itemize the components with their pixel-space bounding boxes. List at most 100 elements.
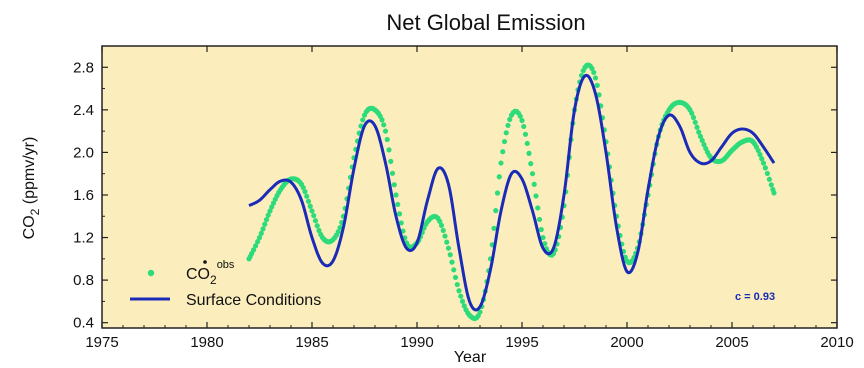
- co2-obs-point: [309, 208, 315, 214]
- legend-label-surface-conditions: Surface Conditions: [186, 292, 321, 309]
- co2-obs-point: [440, 227, 446, 234]
- co2-obs-point: [262, 221, 268, 227]
- y-tick-label-0.8: 0.8: [73, 272, 94, 289]
- co2-obs-point: [386, 147, 392, 153]
- co2-obs-point: [517, 113, 523, 119]
- co2-obs-point: [766, 176, 773, 182]
- plot-background: [101, 45, 838, 329]
- legend-label-co2-obs: CO2obs: [186, 259, 235, 287]
- co2-obs-point: [757, 151, 763, 158]
- co2-obs-point: [689, 110, 695, 116]
- co2-obs-point: [507, 116, 513, 123]
- co2-obs-point: [269, 204, 275, 210]
- y-axis-title-units: (ppmv/yr): [21, 137, 38, 209]
- x-axis-ticks: 1975 1980 1985 1990 1995 2000 2005 2010: [85, 46, 854, 351]
- co2-obs-point: [764, 170, 770, 177]
- co2-obs-point: [451, 267, 457, 273]
- x-tick-label-1985: 1985: [295, 334, 328, 351]
- co2-obs-point: [491, 225, 497, 231]
- co2-obs-point: [760, 160, 767, 166]
- co2-obs-point: [692, 119, 698, 125]
- co2-obs-point: [536, 216, 543, 223]
- co2-obs-point: [526, 150, 532, 156]
- y-axis-title-main: CO: [21, 215, 38, 239]
- co2-obs-point: [307, 203, 313, 209]
- co2-obs-point: [459, 298, 466, 304]
- co2-obs-point: [335, 229, 341, 235]
- co2-obs-point: [696, 129, 702, 135]
- co2-obs-point: [529, 171, 536, 177]
- co2-obs-point: [305, 198, 312, 204]
- y-tick-label-2.8: 2.8: [73, 59, 94, 76]
- y-axis-ticks: 0.4 0.8 1.2 1.6 2.0 2.4 2.8: [73, 59, 837, 332]
- co2-obs-point: [398, 220, 404, 226]
- x-tick-label-2010: 2010: [820, 334, 853, 351]
- co2-obs-point: [263, 217, 270, 223]
- legend-label-co2-obs-sub: 2: [210, 273, 217, 287]
- co2-obs-point: [391, 182, 397, 188]
- co2-obs-point: [498, 160, 504, 166]
- co2-obs-point: [594, 82, 600, 88]
- y-tick-label-2.0: 2.0: [73, 144, 94, 161]
- co2-obs-point: [393, 192, 399, 198]
- co2-obs-point: [533, 193, 539, 199]
- co2-obs-point: [250, 247, 257, 253]
- x-axis-title: Year: [454, 349, 487, 366]
- co2-obs-point: [311, 213, 317, 219]
- co2-obs-point: [519, 117, 525, 124]
- legend-label-co2-obs-sup: obs: [217, 259, 235, 271]
- co2-obs-point: [381, 122, 387, 128]
- co2-obs-point: [531, 181, 537, 187]
- co2-obs-point: [694, 124, 700, 130]
- y-axis-title: CO2 (ppmv/yr): [21, 137, 42, 240]
- x-tick-label-1975: 1975: [85, 334, 118, 351]
- co2-obs-point: [591, 69, 597, 76]
- co2-obs-point: [437, 218, 443, 224]
- co2-obs-point: [300, 184, 306, 191]
- co2-obs-point: [379, 117, 385, 123]
- x-tick-label-1990: 1990: [400, 334, 433, 351]
- x-tick-label-2005: 2005: [715, 334, 748, 351]
- co2-obs-point: [505, 122, 511, 129]
- co2-obs-point: [395, 201, 401, 208]
- co2-obs-point: [452, 274, 459, 281]
- co2-obs-point: [699, 137, 705, 144]
- co2-obs-point: [697, 133, 704, 140]
- co2-obs-point: [524, 140, 530, 147]
- co2-obs-point: [444, 239, 450, 245]
- co2-obs-point: [496, 174, 502, 180]
- co2-obs-point: [256, 234, 263, 241]
- co2-obs-point: [768, 182, 774, 188]
- co2-obs-point: [493, 208, 499, 214]
- co2-obs-point: [521, 123, 527, 130]
- co2-obs-point: [438, 222, 445, 229]
- y-tick-label-2.4: 2.4: [73, 102, 94, 119]
- co2-obs-point: [302, 189, 308, 195]
- co2-obs-point: [503, 130, 509, 136]
- co2-obs-point: [447, 252, 453, 258]
- co2-obs-point: [316, 227, 322, 234]
- co2-obs-point: [337, 225, 343, 231]
- series-surface-conditions-line: [248, 73, 776, 312]
- co2-obs-point: [458, 293, 464, 299]
- co2-obs-point: [538, 226, 544, 233]
- co2-obs-point: [477, 309, 483, 315]
- co2-obs-point: [388, 158, 394, 164]
- co2-obs-point: [589, 65, 595, 72]
- legend-small-dot: [203, 260, 207, 264]
- co2-obs-point: [384, 136, 390, 143]
- co2-obs-point: [522, 131, 529, 137]
- co2-obs-point: [312, 218, 319, 224]
- co2-obs-point: [596, 92, 602, 98]
- co2-obs-point: [258, 230, 264, 236]
- co2-obs-point: [389, 170, 396, 176]
- x-tick-label-2000: 2000: [610, 334, 643, 351]
- co2-obs-point: [771, 190, 777, 196]
- co2-obs-point: [260, 226, 266, 232]
- y-tick-label-1.6: 1.6: [73, 187, 94, 204]
- co2-obs-point: [494, 190, 501, 196]
- co2-obs-point: [304, 193, 310, 199]
- co2-obs-point: [396, 211, 403, 217]
